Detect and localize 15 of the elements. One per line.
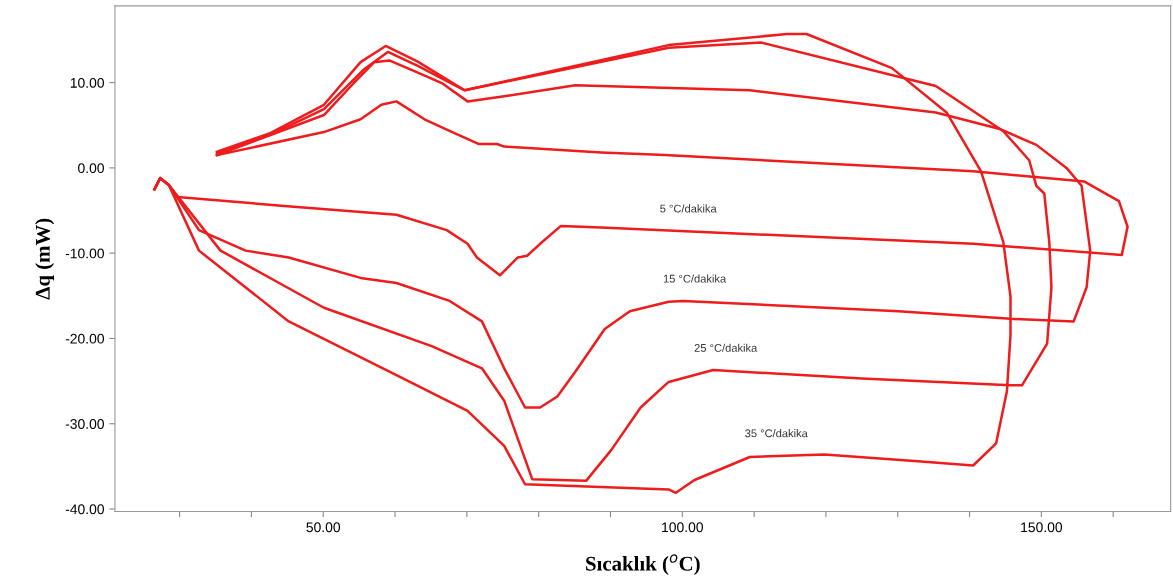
x-tick-label: 100.00 [662,522,703,533]
series-label: 15 °C/dakika [663,274,727,283]
x-tick-label: 150.00 [1021,522,1063,533]
x-axis-title: Sıcaklık ($^{o}$C) [586,554,700,575]
y-tick-label: 0.00 [78,163,104,174]
series-label: 35 °C/dakika [745,429,808,438]
y-tick-label: -20.00 [65,333,104,344]
x-tick-label: 50.00 [306,522,341,533]
y-tick-label: -40.00 [65,504,104,515]
y-tick-label: 10.00 [70,77,104,88]
y-tick-label: -30.00 [65,419,104,429]
y-tick-label: -10.00 [65,248,104,259]
series-label: 25 °C/dakika [694,343,758,352]
y-axis-title: Δq (mW) [35,218,55,300]
series-label: 5 °C/dakika [660,204,717,213]
